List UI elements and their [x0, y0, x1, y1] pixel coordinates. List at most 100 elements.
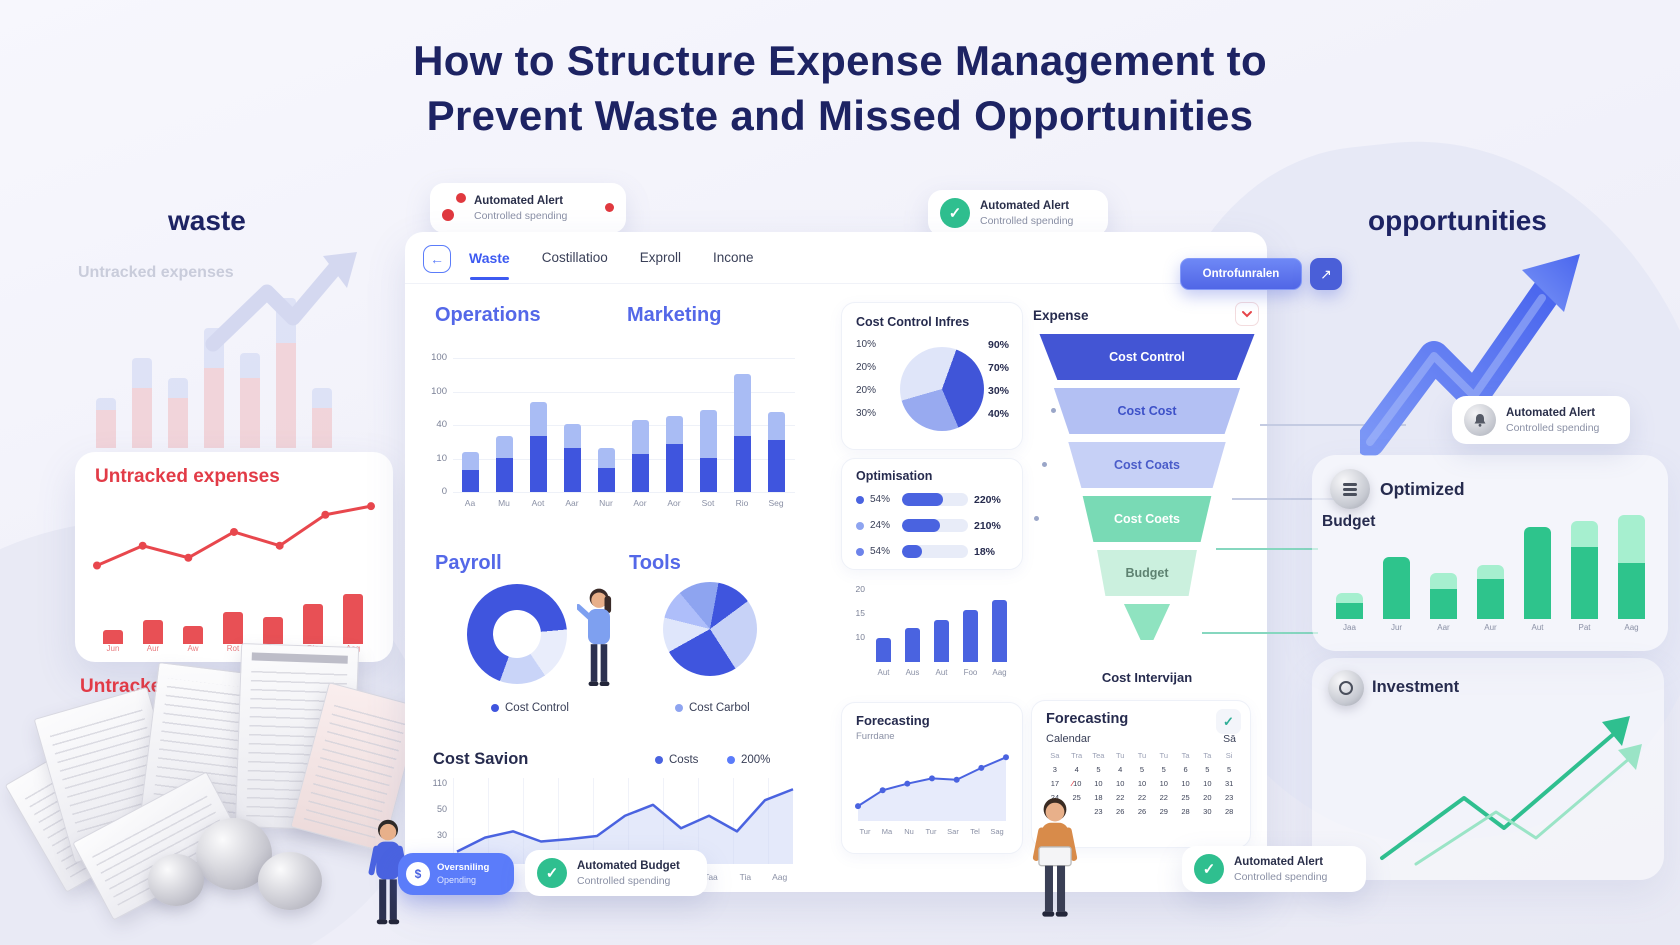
calendar-date-cell[interactable]: 10 [1116, 779, 1125, 788]
untracked-bar-chart: JunAurAwRotRatRiaAag [93, 594, 375, 654]
calendar-date-cell[interactable]: 10 [1181, 779, 1190, 788]
axis-label: Pat [1578, 623, 1591, 632]
axis-label: Aur [1484, 623, 1497, 632]
payroll-title: Payroll [435, 552, 502, 574]
axis-label: Seg [768, 498, 784, 508]
overspend-line2: Opending [437, 874, 477, 885]
funnel-level: Cost Coets [1082, 496, 1212, 542]
bar-dark [204, 368, 224, 448]
optimisation-value: 18% [974, 545, 996, 558]
calendar-date-cell[interactable]: 10 [1203, 779, 1212, 788]
calendar-date-cell[interactable]: 22 [1116, 793, 1125, 802]
cost-control-pie-card: Cost Control Infres 10% 20% 20% 30% 90% 70% 3… [841, 302, 1023, 450]
bar-slot [453, 358, 487, 492]
bar-slot [1420, 511, 1467, 619]
calendar-date-cell[interactable]: 25 [1181, 793, 1190, 802]
calendar-date-cell[interactable]: 4 [1074, 765, 1079, 774]
optimisation-pct: 54% [870, 546, 891, 557]
axis-label: Sot [701, 498, 715, 508]
bar [303, 604, 323, 644]
axis-label: Aar [1437, 623, 1450, 632]
calendar-date-cell[interactable]: 10 [1094, 779, 1103, 788]
connector-line [1216, 548, 1318, 550]
calendar-date-cell[interactable]: 28 [1224, 807, 1234, 816]
bar-dark [699, 458, 717, 492]
calendar-date-cell[interactable]: 24 [1050, 793, 1060, 802]
calendar-check-button[interactable]: ✓ [1216, 709, 1241, 734]
axis-label: Rot [226, 644, 240, 653]
calendar-date-cell[interactable]: 23 [1094, 807, 1103, 816]
pie-right-value: 70% [988, 362, 1010, 374]
calendar-day-header: Tra [1071, 751, 1083, 760]
calendar-date-cell[interactable]: 28 [1181, 807, 1190, 816]
bar-row [453, 358, 793, 492]
calendar-date-cell[interactable]: 5 [1227, 765, 1232, 774]
bar [1383, 557, 1410, 619]
bar [1618, 515, 1645, 619]
calendar-date-cell[interactable]: 5 [1205, 765, 1210, 774]
calendar-date-cell[interactable]: 22 [1137, 793, 1147, 802]
calendar-date-cell[interactable]: 6 [1183, 765, 1188, 774]
alert-red-badge: Automated Alert Controlled spending [430, 183, 626, 233]
cost-savion-title: Cost Savion [433, 750, 529, 768]
primary-action-button[interactable]: Ontrofunralen [1180, 258, 1302, 290]
calendar-date-cell[interactable]: 30 [1203, 807, 1212, 816]
calendar-date-cell[interactable]: 26 [1137, 807, 1147, 816]
overspend-badge: $ Oversniling Opending [398, 853, 514, 895]
alert-green-bottom-badge: ✓ Automated Alert Controlled spending [1182, 846, 1366, 893]
bar [963, 610, 978, 662]
calendar-date-cell[interactable]: 4 [1118, 765, 1123, 774]
bar-light [1430, 573, 1457, 589]
bar [1336, 593, 1363, 619]
tab-incone[interactable]: Incone [713, 250, 754, 265]
calendar-grid: Sa Tra Tea Tu Tu Tu Ta Ta Si 3 4 5 4 5 5 6 5 5 17 ∕10 10 10 10… [1044, 751, 1240, 816]
calendar-date-cell[interactable]: 25 [1072, 793, 1081, 802]
calendar-date-cell[interactable]: 18 [1094, 793, 1103, 802]
bar-dark [276, 343, 296, 448]
optimized-icon [1330, 469, 1370, 509]
bar-slot [213, 594, 253, 644]
tab-exproll[interactable]: Exproll [639, 250, 682, 265]
calendar-date-cell[interactable]: 5 [1161, 765, 1166, 774]
calendar-date-cell[interactable]: 10 [1159, 779, 1168, 788]
bar-slot [898, 584, 927, 662]
bar-light [312, 388, 332, 408]
axis-label: Jun [106, 644, 120, 653]
connector-line [1260, 424, 1406, 426]
bar-light [1477, 565, 1504, 579]
bar-slot [133, 594, 173, 644]
calendar-day-header: Tu [1115, 751, 1125, 760]
axis-label: Nu [904, 827, 914, 836]
calendar-date-cell[interactable]: 5 [1096, 765, 1101, 774]
bar-slot [1608, 511, 1655, 619]
gridline [453, 391, 795, 393]
calendar-date-cell[interactable]: 31 [1224, 779, 1234, 788]
back-button[interactable]: ← [423, 245, 451, 273]
bar-slot [1514, 511, 1561, 619]
bar-dark [767, 440, 785, 492]
calendar-date-cell[interactable]: 29 [1159, 807, 1168, 816]
bar [312, 388, 332, 448]
calendar-date-cell[interactable]: 10 [1137, 779, 1147, 788]
tab-waste[interactable]: Waste [469, 250, 510, 280]
funnel-tail [1123, 604, 1171, 640]
calendar-date-cell[interactable]: ∕10 [1071, 779, 1082, 788]
forecast-small-title: Forecasting [856, 713, 930, 728]
share-button[interactable]: ↗ [1310, 258, 1342, 290]
badge-line2: Controlled spending [1506, 421, 1600, 434]
title-line2: Prevent Waste and Missed Opportunities [426, 91, 1254, 139]
pie-left-value: 20% [856, 385, 877, 396]
calendar-date-cell[interactable]: 17 [1050, 779, 1060, 788]
calendar-date-cell[interactable]: 26 [1116, 807, 1125, 816]
expense-dropdown-button[interactable] [1235, 302, 1259, 326]
tab-costillatioo[interactable]: Costillatioo [541, 250, 608, 265]
calendar-date-cell[interactable]: 20 [1203, 793, 1212, 802]
bar [263, 617, 283, 644]
optimisation-pct: 24% [870, 520, 891, 531]
calendar-date-cell[interactable]: 5 [1139, 765, 1145, 774]
calendar-date-cell[interactable]: 23 [1224, 793, 1234, 802]
cost-control-pie-chart [900, 347, 984, 431]
calendar-date-cell[interactable]: 3 [1052, 765, 1057, 774]
calendar-date-cell[interactable]: 22 [1159, 793, 1168, 802]
investment-label: Investment [1372, 678, 1460, 696]
